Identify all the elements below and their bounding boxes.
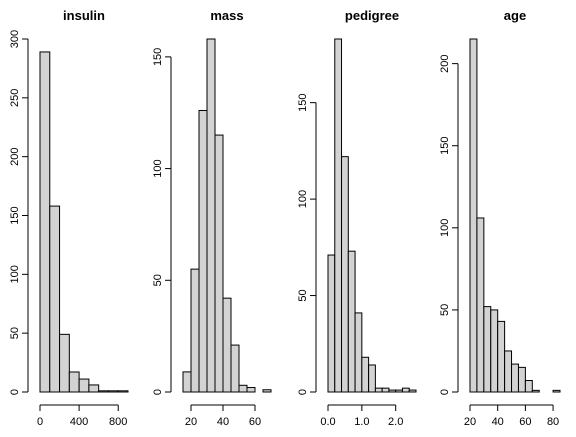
histogram-bar	[206, 38, 216, 393]
x-tick-label: 40	[217, 416, 229, 428]
histogram-bar	[214, 134, 224, 393]
histogram-bar	[381, 387, 390, 393]
x-tick-label: 60	[249, 416, 261, 428]
y-tick-label: 0	[9, 389, 21, 395]
histogram-bar	[354, 312, 363, 393]
histogram-bar	[107, 390, 119, 393]
panel-title: age	[504, 8, 526, 23]
histogram-bar	[388, 389, 397, 393]
histogram-bar	[511, 363, 519, 393]
x-tick-label: 60	[519, 416, 531, 428]
panel-title: mass	[210, 8, 243, 23]
histogram-bar	[531, 389, 540, 393]
histogram-bar	[327, 254, 336, 393]
x-tick-label: 400	[70, 416, 88, 428]
histogram-bar	[476, 217, 485, 393]
histogram-bar	[190, 268, 200, 393]
histogram-bar	[490, 309, 499, 393]
histogram-bar	[341, 156, 349, 393]
x-tick-label: 0.0	[320, 416, 335, 428]
histogram-panel-age: age 0 50 100 150 200 20 40 60 80	[439, 8, 561, 428]
x-tick-label: 80	[547, 416, 559, 428]
x-tick-label: 20	[464, 416, 476, 428]
y-tick-label: 150	[152, 48, 164, 66]
histogram-bar	[408, 389, 417, 393]
histogram-bar	[222, 297, 232, 393]
histogram-bar	[88, 384, 100, 393]
histogram-bar	[49, 205, 61, 393]
histogram-bar	[497, 320, 506, 393]
histogram-bar	[59, 333, 70, 393]
histogram-bar	[246, 387, 256, 393]
x-tick-label: 800	[109, 416, 127, 428]
histogram-bar	[374, 387, 383, 393]
histogram-bar	[368, 364, 376, 393]
y-tick-label: 200	[439, 54, 451, 72]
y-tick-label: 50	[152, 274, 164, 286]
y-tick-label: 150	[297, 93, 309, 111]
histogram-bar	[469, 38, 478, 393]
histogram-bar	[39, 51, 51, 393]
histogram-panel-insulin: insulin 0 50 100 150 200 250 300 0 400 800	[9, 8, 129, 428]
y-tick-label: 250	[9, 89, 21, 107]
y-tick-label: 100	[439, 219, 451, 237]
y-tick-label: 300	[9, 30, 21, 48]
histogram-panel-mass: mass 0 50 100 150 20 40 60	[152, 8, 272, 428]
y-tick-label: 100	[297, 190, 309, 208]
histogram-bar	[504, 350, 513, 393]
x-tick-label: 2.0	[388, 416, 403, 428]
histogram-bar	[98, 390, 109, 393]
x-tick-label: 0	[37, 416, 43, 428]
y-tick-label: 50	[9, 327, 21, 339]
histogram-bar	[117, 390, 129, 393]
histogram-bar	[361, 356, 370, 393]
y-tick-label: 0	[439, 389, 451, 395]
y-tick-label: 50	[297, 289, 309, 301]
y-tick-label: 0	[152, 389, 164, 395]
histogram-bar	[401, 387, 410, 393]
histogram-bar	[262, 389, 272, 393]
y-tick-label: 200	[9, 147, 21, 165]
y-tick-label: 100	[9, 265, 21, 283]
histogram-bar	[68, 371, 80, 393]
histogram-bar	[238, 384, 248, 393]
y-tick-label: 100	[152, 159, 164, 177]
histogram-bar	[334, 38, 343, 393]
panel-title: pedigree	[345, 8, 399, 23]
y-tick-label: 150	[9, 206, 21, 224]
histogram-bar	[395, 389, 403, 393]
histogram-bar	[78, 378, 90, 393]
histogram-bar	[347, 250, 356, 393]
histogram-bar	[517, 366, 526, 393]
histogram-bar	[483, 306, 492, 393]
histogram-panel-pedigree: pedigree 0 50 100 150 0.0 1.0 2.0	[297, 8, 417, 428]
histogram-bar	[552, 389, 561, 393]
histogram-bar	[198, 109, 208, 393]
histogram-bar	[524, 380, 533, 393]
histogram-bar	[230, 344, 240, 393]
y-tick-label: 50	[439, 304, 451, 316]
x-tick-label: 20	[185, 416, 197, 428]
x-tick-label: 1.0	[354, 416, 369, 428]
x-tick-label: 40	[492, 416, 504, 428]
histogram-bar	[182, 371, 192, 393]
panel-title: insulin	[63, 8, 105, 23]
y-tick-label: 0	[297, 389, 309, 395]
y-tick-label: 150	[439, 137, 451, 155]
